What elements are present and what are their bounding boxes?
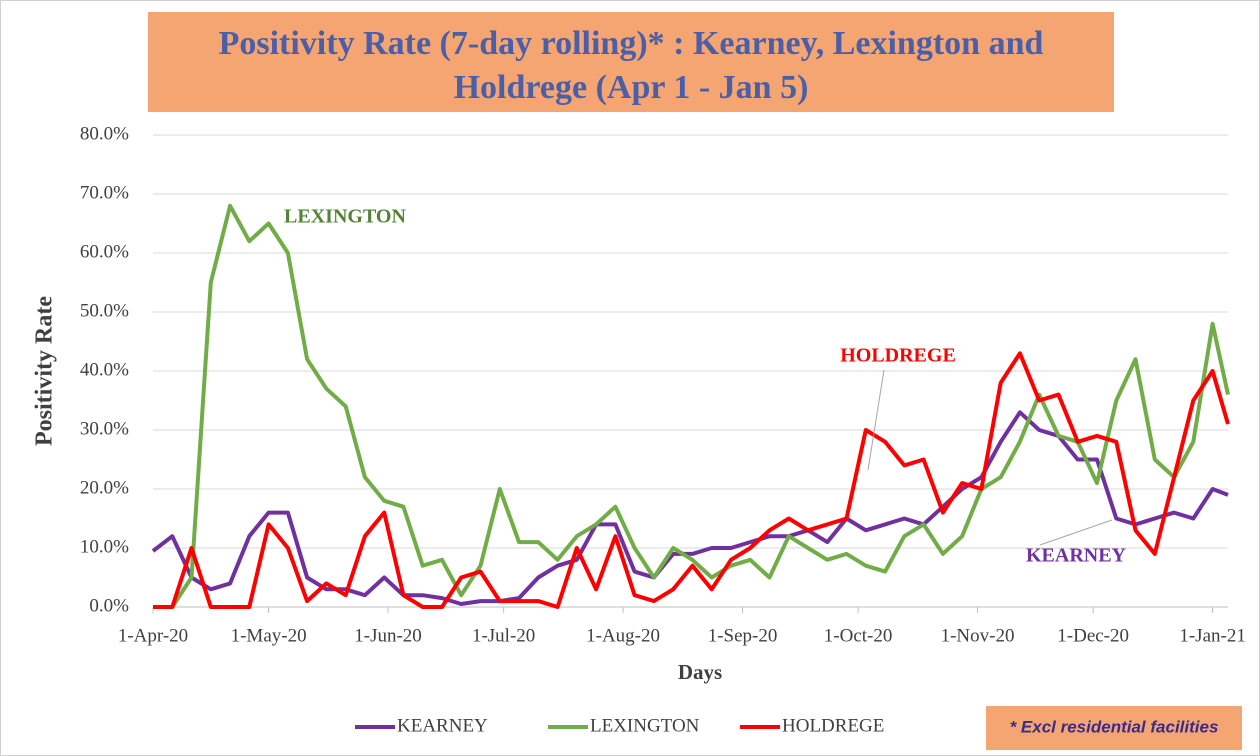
annotation: LEXINGTON: [284, 206, 406, 228]
x-tick-label: 1-Nov-20: [941, 625, 1015, 646]
annotation-leader: [1039, 519, 1113, 546]
x-tick-label: 1-Jan-21: [1179, 625, 1245, 646]
x-tick-label: 1-Oct-20: [824, 625, 893, 646]
annotation: HOLDREGE: [840, 345, 956, 367]
chart-title: Positivity Rate (7-day rolling)* : Kearn…: [219, 25, 1044, 106]
y-tick-label: 50.0%: [80, 300, 129, 321]
x-axis-title: Days: [678, 660, 722, 684]
note-box: [986, 706, 1242, 750]
y-tick-label: 40.0%: [80, 359, 129, 380]
series-line: [153, 351, 1230, 609]
x-tick-label: 1-Aug-20: [586, 625, 660, 646]
annotation-leader: [867, 369, 885, 471]
y-axis-title: Positivity Rate: [32, 296, 58, 446]
x-tick-label: 1-May-20: [231, 625, 307, 646]
x-tick-label: 1-Jun-20: [354, 625, 422, 646]
y-tick-label: 80.0%: [80, 123, 129, 144]
x-tick-label: 1-Dec-20: [1057, 625, 1129, 646]
legend-label: HOLDREGE: [782, 715, 884, 736]
legend-label: LEXINGTON: [590, 715, 700, 736]
y-tick-label: 10.0%: [80, 536, 129, 557]
x-tick-label: 1-Sep-20: [708, 625, 778, 646]
footnote: * Excl residential facilities: [1010, 717, 1219, 736]
annotation: KEARNEY: [1026, 545, 1127, 567]
title-box: [148, 12, 1114, 112]
y-tick-label: 20.0%: [80, 477, 129, 498]
y-tick-label: 30.0%: [80, 418, 129, 439]
y-tick-label: 0.0%: [89, 595, 129, 616]
legend-label: KEARNEY: [397, 715, 488, 736]
x-tick-label: 1-Apr-20: [118, 625, 188, 646]
y-tick-label: 60.0%: [80, 241, 129, 262]
x-tick-label: 1-Jul-20: [472, 625, 535, 646]
y-tick-label: 70.0%: [80, 182, 129, 203]
series-line: [153, 203, 1230, 609]
